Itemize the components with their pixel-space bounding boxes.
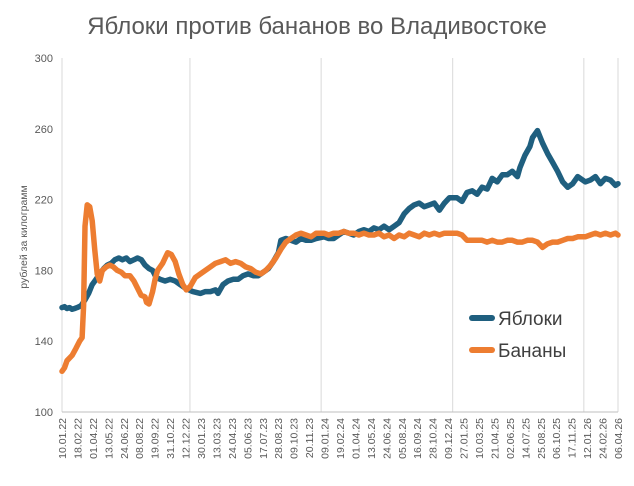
x-tick-label: 28.10.24 (428, 418, 440, 459)
x-tick-label: 13.05.24 (366, 418, 378, 459)
x-tick-label: 10.03.25 (474, 418, 486, 459)
x-tick-label: 27.01.25 (459, 418, 471, 459)
x-tick-label: 08.08.22 (134, 418, 146, 459)
x-tick-label: 20.11.23 (304, 418, 316, 458)
y-tick-label: 140 (35, 336, 53, 348)
legend-label: Бананы (498, 341, 566, 362)
x-tick-label: 10.01.22 (57, 418, 69, 459)
x-tick-label: 09.12.24 (443, 418, 455, 459)
x-tick-label: 13.03.23 (211, 418, 223, 459)
x-tick-label: 12.12.22 (181, 418, 193, 459)
legend: Яблоки Бананы (469, 309, 566, 362)
x-tick-label: 12.01.26 (582, 418, 594, 459)
chart-title: Яблоки против бананов во Владивостоке (87, 13, 547, 40)
legend-label: Яблоки (498, 309, 563, 330)
y-tick-label: 300 (35, 53, 53, 65)
x-tick-label: 09.01.24 (320, 418, 332, 459)
x-tick-label: 17.11.25 (567, 418, 579, 458)
x-tick-label: 19.09.22 (150, 418, 162, 459)
x-tick-label: 17.07.23 (258, 418, 270, 459)
axis-layer: 100 140 180 220 260 300 10.01.22 18.02.22 01.04.… (35, 53, 625, 459)
x-tick-label: 01.04.22 (88, 418, 100, 459)
x-tick-label: 19.02.24 (335, 418, 347, 459)
x-tick-label: 06.04.26 (613, 418, 625, 459)
series-layer (59, 127, 621, 375)
x-tick-label: 24.04.23 (227, 418, 239, 459)
x-tick-label: 25.08.25 (536, 418, 548, 459)
y-tick-label: 220 (35, 195, 53, 207)
x-tick-label: 31.10.22 (165, 418, 177, 459)
x-tick-label: 02.06.25 (505, 418, 517, 459)
x-tick-label: 30.01.23 (196, 418, 208, 459)
x-tick-label: 24.02.26 (598, 418, 610, 459)
series-line-bananas (59, 202, 621, 375)
x-tick-label: 06.10.25 (551, 418, 563, 459)
x-tick-label: 24.06.22 (119, 418, 131, 459)
y-tick-label: 100 (35, 407, 53, 419)
y-tick-label: 180 (35, 265, 53, 277)
x-tick-label: 09.10.23 (289, 418, 301, 459)
y-axis-label: рублей за килограмм (18, 185, 30, 288)
x-tick-label: 24.06.24 (381, 418, 393, 459)
x-tick-label: 05.08.24 (397, 418, 409, 459)
y-tick-label: 260 (35, 124, 53, 136)
series-line-apples (59, 127, 621, 313)
x-tick-label: 16.09.24 (412, 418, 424, 459)
x-tick-label: 01.04.24 (350, 418, 362, 459)
x-tick-label: 18.02.22 (72, 418, 84, 459)
x-tick-label: 21.04.25 (489, 418, 501, 459)
x-tick-label: 14.07.25 (520, 418, 532, 459)
x-tick-label: 13.05.22 (103, 418, 115, 459)
x-tick-label: 28.08.23 (273, 418, 285, 459)
x-tick-label: 05.06.23 (242, 418, 254, 459)
